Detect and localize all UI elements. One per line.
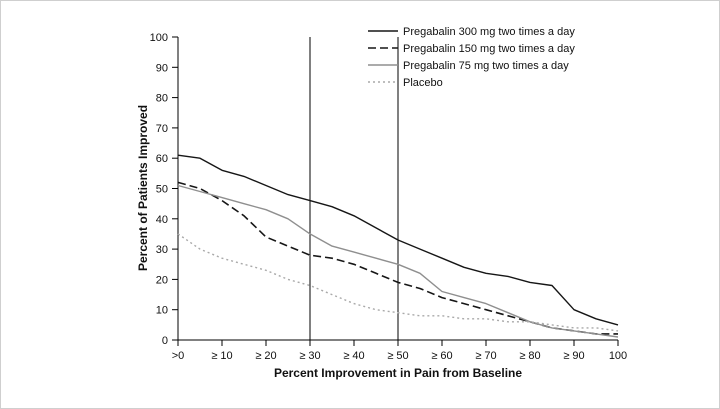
series-line-pregabalin-75 (177, 184, 619, 338)
x-tick-label: ≥ 50 (387, 350, 408, 362)
legend-label-pregabalin-300: Pregabalin 300 mg two times a day (403, 26, 575, 38)
legend-label-pregabalin-75: Pregabalin 75 mg two times a day (403, 60, 569, 72)
x-tick-label: ≥ 40 (343, 350, 364, 362)
plot-area: 0 10 20 30 40 50 60 70 80 90 100 >0 ≥ 10 ≥ 20 ≥ 30 ≥ 4… (136, 26, 627, 380)
x-tick-label: ≥ 10 (211, 350, 232, 362)
series-line-pregabalin-300 (177, 154, 619, 326)
x-tick-label: ≥ 20 (255, 350, 276, 362)
legend-label-placebo: Placebo (403, 77, 443, 89)
x-tick-label: 100 (609, 350, 627, 362)
x-tick-label: ≥ 30 (299, 350, 320, 362)
x-tick-label: ≥ 80 (519, 350, 540, 362)
y-tick-label: 80 (156, 93, 168, 105)
x-ticks: >0 ≥ 10 ≥ 20 ≥ 30 ≥ 40 ≥ 50 ≥ 60 ≥ 70 ≥ 80 ≥ 90 10… (172, 340, 627, 362)
y-tick-label: 100 (150, 32, 168, 44)
y-tick-label: 20 (156, 274, 168, 286)
series-lines (177, 154, 619, 338)
y-tick-label: 0 (162, 335, 168, 347)
y-ticks: 0 10 20 30 40 50 60 70 80 90 100 (150, 32, 178, 347)
y-tick-label: 30 (156, 244, 168, 256)
y-axis-title: Percent of Patients Improved (136, 105, 150, 271)
legend: Pregabalin 300 mg two times a day Pregaba… (368, 26, 575, 89)
x-tick-label: ≥ 70 (475, 350, 496, 362)
x-axis-title: Percent Improvement in Pain from Baselin… (274, 366, 522, 380)
y-tick-label: 10 (156, 305, 168, 317)
y-tick-label: 90 (156, 62, 168, 74)
y-tick-label: 60 (156, 153, 168, 165)
reference-lines (309, 37, 399, 340)
x-tick-label: ≥ 60 (431, 350, 452, 362)
x-tick-label: ≥ 90 (563, 350, 584, 362)
y-tick-label: 40 (156, 214, 168, 226)
legend-label-pregabalin-150: Pregabalin 150 mg two times a day (403, 43, 575, 55)
series-line-placebo (177, 233, 619, 332)
y-tick-label: 70 (156, 123, 168, 135)
x-tick-label: >0 (172, 350, 185, 362)
y-tick-label: 50 (156, 184, 168, 196)
